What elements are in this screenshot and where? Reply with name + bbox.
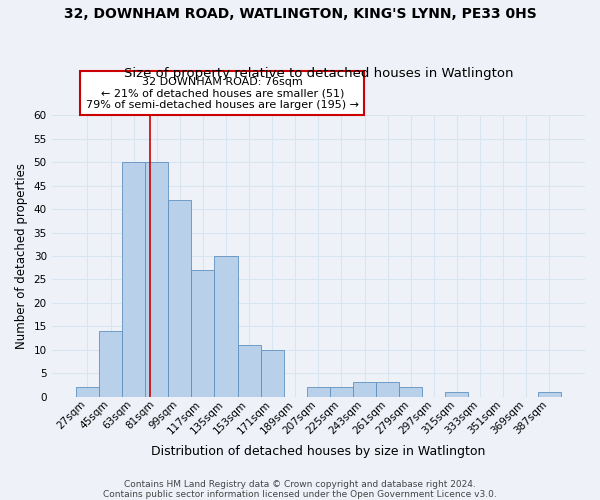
Text: 32, DOWNHAM ROAD, WATLINGTON, KING'S LYNN, PE33 0HS: 32, DOWNHAM ROAD, WATLINGTON, KING'S LYN… bbox=[64, 8, 536, 22]
Bar bbox=[214, 256, 238, 396]
Bar bbox=[168, 200, 191, 396]
Title: Size of property relative to detached houses in Watlington: Size of property relative to detached ho… bbox=[124, 66, 513, 80]
Bar bbox=[191, 270, 214, 396]
Y-axis label: Number of detached properties: Number of detached properties bbox=[15, 163, 28, 349]
Bar bbox=[238, 345, 260, 397]
Bar bbox=[538, 392, 561, 396]
Bar bbox=[122, 162, 145, 396]
Bar bbox=[260, 350, 284, 397]
Bar bbox=[353, 382, 376, 396]
Bar bbox=[399, 387, 422, 396]
Bar bbox=[76, 387, 99, 396]
Bar bbox=[376, 382, 399, 396]
Bar bbox=[307, 387, 330, 396]
X-axis label: Distribution of detached houses by size in Watlington: Distribution of detached houses by size … bbox=[151, 444, 485, 458]
Bar bbox=[330, 387, 353, 396]
Bar bbox=[99, 331, 122, 396]
Bar bbox=[445, 392, 469, 396]
Bar bbox=[145, 162, 168, 396]
Text: 32 DOWNHAM ROAD: 76sqm
← 21% of detached houses are smaller (51)
79% of semi-det: 32 DOWNHAM ROAD: 76sqm ← 21% of detached… bbox=[86, 76, 359, 110]
Text: Contains HM Land Registry data © Crown copyright and database right 2024.
Contai: Contains HM Land Registry data © Crown c… bbox=[103, 480, 497, 499]
